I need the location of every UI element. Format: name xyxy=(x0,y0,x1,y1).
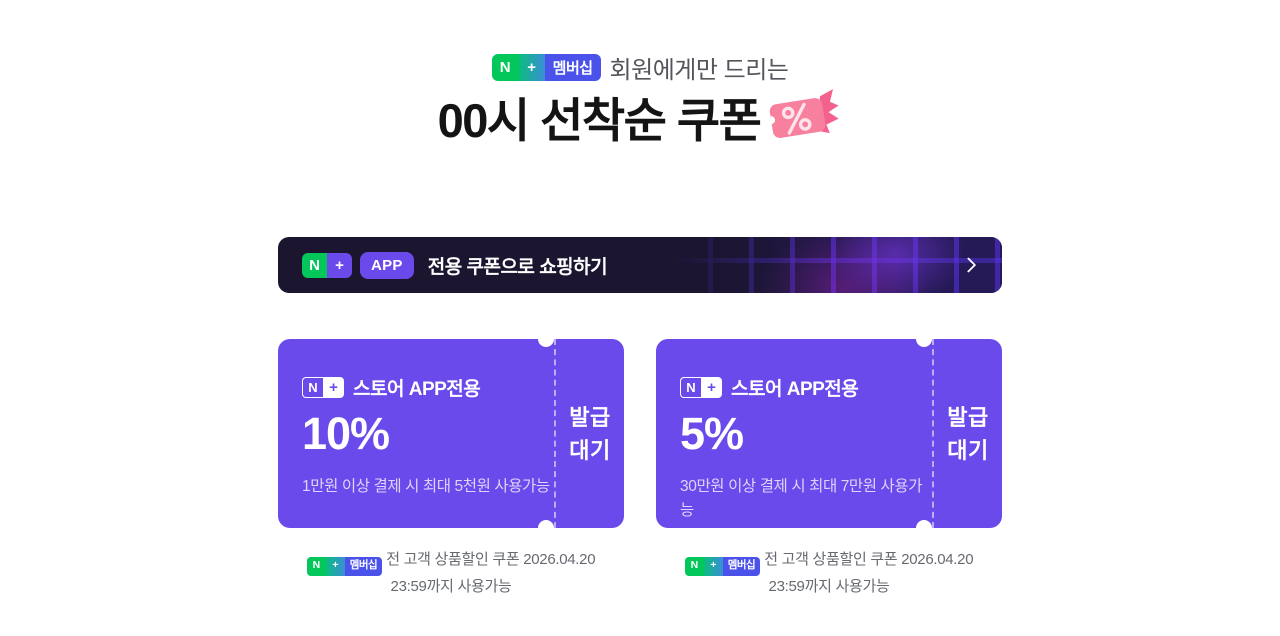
naver-n-icon: N xyxy=(302,377,323,399)
coupon-discount-value: 10% xyxy=(302,408,390,460)
coupon-title: 스토어 APP전용 xyxy=(353,379,481,401)
naver-n-icon: N xyxy=(302,252,327,278)
naver-n-icon: N xyxy=(306,556,326,576)
coupon-main: N + 스토어 APP전용 5% 30만원 이상 결제 시 최대 7만원 사용가… xyxy=(656,339,932,528)
plus-icon: + xyxy=(518,54,545,81)
page-container: N + 멤버십 회원에게만 드리는 00시 선착순 쿠폰 xyxy=(278,0,1002,598)
plus-icon: + xyxy=(327,252,352,278)
banner-label: 전용 쿠폰으로 쇼핑하기 xyxy=(427,256,608,278)
banner-tile-pattern xyxy=(672,237,1002,294)
coupon-notch-top xyxy=(916,331,932,348)
nplus-membership-badge: N + 멤버십 xyxy=(306,556,383,576)
coupon-brand-row: N + 스토어 APP전용 xyxy=(680,374,932,401)
status-line1: 발급 xyxy=(569,404,611,430)
page-title: 00시 선착순 쿠폰 xyxy=(437,94,762,147)
coupon-card-5-percent[interactable]: N + 스토어 APP전용 5% 30만원 이상 결제 시 최대 7만원 사용가… xyxy=(656,331,1002,537)
plus-icon: + xyxy=(701,377,722,399)
membership-badge-label: 멤버십 xyxy=(344,556,383,576)
plus-icon: + xyxy=(703,556,723,576)
coupon-brand-row: N + 스토어 APP전용 xyxy=(302,374,554,401)
nplus-membership-badge: N + 멤버십 xyxy=(684,556,761,576)
coupon-column-10: N + 스토어 APP전용 10% 1만원 이상 결제 시 최대 5천원 사용가… xyxy=(278,331,624,598)
coupon-issue-status[interactable]: 발급 대기 xyxy=(932,339,1002,529)
hero-section: N + 멤버십 회원에게만 드리는 00시 선착순 쿠폰 xyxy=(278,0,1002,145)
naver-n-icon: N xyxy=(491,54,519,81)
coupon-notch-top xyxy=(538,331,554,348)
naver-n-icon: N xyxy=(680,377,701,399)
plus-icon: + xyxy=(325,556,345,576)
coupon-caption: N + 멤버십 전 고객 상품할인 쿠폰 2026.04.20 23:59까지 사용가… xyxy=(656,549,1002,598)
coupon-caption: N + 멤버십 전 고객 상품할인 쿠폰 2026.04.20 23:59까지 사용가… xyxy=(278,549,624,598)
nplus-outline-badge: N + xyxy=(302,377,344,399)
membership-badge-label: 멤버십 xyxy=(722,556,761,576)
coupon-discount-value: 5% xyxy=(680,408,744,460)
hero-badge-row: N + 멤버십 회원에게만 드리는 xyxy=(278,50,1002,85)
coupon-column-5: N + 스토어 APP전용 5% 30만원 이상 결제 시 최대 7만원 사용가… xyxy=(656,331,1002,598)
coupon-condition: 30만원 이상 결제 시 최대 7만원 사용가능 xyxy=(680,478,923,519)
nplus-badge: N + xyxy=(302,252,352,278)
coupon-card-10-percent[interactable]: N + 스토어 APP전용 10% 1만원 이상 결제 시 최대 5천원 사용가… xyxy=(278,331,624,537)
status-line1: 발급 xyxy=(947,404,989,430)
app-badge: APP xyxy=(360,251,414,279)
coupon-notch-bottom xyxy=(916,520,932,537)
caption-line2: 23:59까지 사용가능 xyxy=(768,577,890,595)
plus-icon: + xyxy=(323,377,344,399)
status-line2: 대기 xyxy=(569,437,611,463)
coupon-title: 스토어 APP전용 xyxy=(731,379,859,401)
coupon-condition: 1만원 이상 결제 시 최대 5천원 사용가능 xyxy=(302,478,550,496)
coupon-notch-bottom xyxy=(538,520,554,537)
caption-line1: 전 고객 상품할인 쿠폰 2026.04.20 xyxy=(386,551,596,569)
chevron-right-icon xyxy=(960,257,977,274)
naver-n-icon: N xyxy=(684,556,704,576)
status-line2: 대기 xyxy=(947,437,989,463)
caption-line1: 전 고객 상품할인 쿠폰 2026.04.20 xyxy=(764,551,974,569)
coupon-issue-status[interactable]: 발급 대기 xyxy=(554,339,624,529)
app-coupon-shopping-banner[interactable]: N + APP 전용 쿠폰으로 쇼핑하기 xyxy=(278,237,1002,294)
nplus-membership-badge: N + 멤버십 xyxy=(491,54,601,81)
hero-title-row: 00시 선착순 쿠폰 xyxy=(278,88,1002,147)
caption-line2: 23:59까지 사용가능 xyxy=(390,577,512,595)
percent-ticket-icon xyxy=(770,88,840,138)
coupon-list: N + 스토어 APP전용 10% 1만원 이상 결제 시 최대 5천원 사용가… xyxy=(278,331,1002,598)
hero-subtitle: 회원에게만 드리는 xyxy=(609,57,789,84)
coupon-main: N + 스토어 APP전용 10% 1만원 이상 결제 시 최대 5천원 사용가… xyxy=(278,339,554,528)
nplus-outline-badge: N + xyxy=(680,377,722,399)
membership-badge-label: 멤버십 xyxy=(544,54,601,81)
